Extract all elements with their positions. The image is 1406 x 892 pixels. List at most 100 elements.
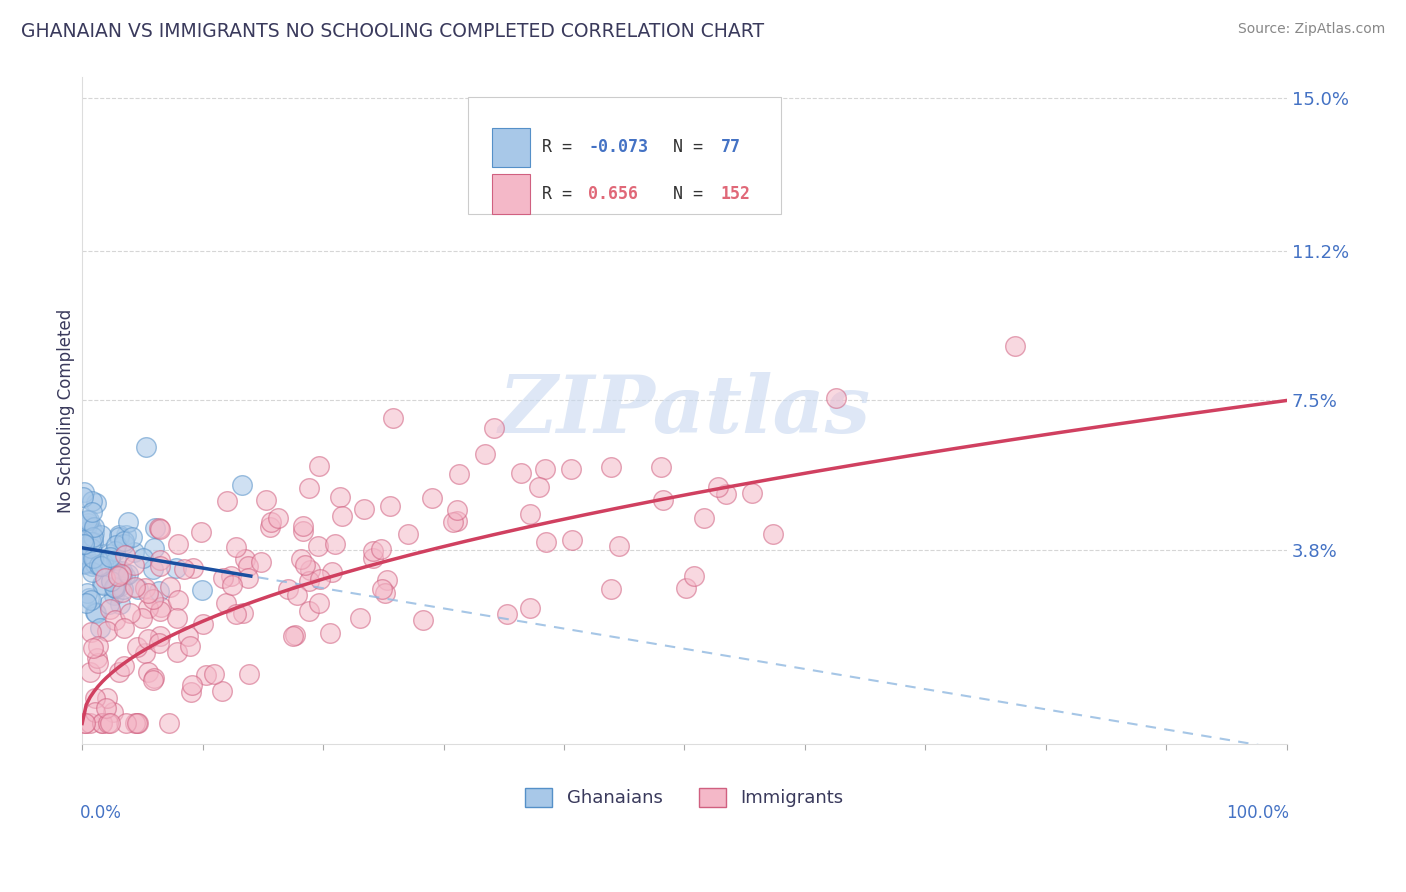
Point xyxy=(361,544,384,558)
Point xyxy=(149,559,172,574)
Text: N =: N = xyxy=(654,185,713,203)
Point xyxy=(741,485,763,500)
Point xyxy=(195,668,218,682)
Point xyxy=(714,486,737,500)
Point xyxy=(83,558,105,572)
Point xyxy=(309,573,332,587)
Point xyxy=(141,562,163,576)
Point xyxy=(142,591,165,606)
Point xyxy=(149,522,172,536)
Point xyxy=(134,581,156,595)
Point xyxy=(114,716,136,731)
Point xyxy=(76,586,98,600)
Point xyxy=(212,571,235,585)
Point xyxy=(112,621,135,635)
Point xyxy=(104,543,127,558)
Point xyxy=(202,667,225,681)
Point xyxy=(80,624,103,639)
Point xyxy=(519,601,541,615)
Point xyxy=(127,582,149,596)
Point xyxy=(72,533,94,548)
Text: R =: R = xyxy=(543,185,582,203)
Point xyxy=(353,502,375,516)
Point xyxy=(250,555,273,569)
Point xyxy=(75,597,97,611)
Point xyxy=(167,593,190,607)
Point xyxy=(1004,339,1026,353)
Point xyxy=(83,525,105,540)
Point xyxy=(73,554,96,568)
Point xyxy=(519,508,541,522)
Point xyxy=(143,671,166,685)
Point xyxy=(87,656,110,670)
FancyBboxPatch shape xyxy=(492,174,530,214)
Point xyxy=(267,511,290,525)
Point xyxy=(166,645,188,659)
Point xyxy=(110,566,132,581)
Point xyxy=(82,534,104,549)
Point xyxy=(104,538,127,552)
Point xyxy=(375,574,398,588)
Text: 0.656: 0.656 xyxy=(588,185,638,203)
Point xyxy=(422,491,444,505)
Point xyxy=(101,706,124,720)
Point xyxy=(527,480,550,494)
Point xyxy=(96,624,118,638)
Point xyxy=(321,566,343,580)
Point xyxy=(73,556,96,570)
Point xyxy=(104,561,127,575)
Point xyxy=(177,629,200,643)
Point xyxy=(474,447,496,461)
Point xyxy=(73,716,96,731)
Point xyxy=(259,515,281,529)
Point xyxy=(84,496,107,510)
Point xyxy=(236,559,259,574)
Point xyxy=(111,585,134,599)
Point xyxy=(124,716,146,731)
Point xyxy=(482,421,505,435)
Point xyxy=(225,607,247,621)
Point xyxy=(136,665,159,679)
Point xyxy=(290,551,312,566)
Point xyxy=(122,558,145,573)
Point xyxy=(97,597,120,611)
Point xyxy=(89,558,111,572)
Text: 152: 152 xyxy=(721,185,751,203)
Point xyxy=(297,574,319,588)
Point xyxy=(166,610,188,624)
Point xyxy=(98,601,121,615)
Point xyxy=(259,520,281,534)
Point xyxy=(76,513,98,527)
Point xyxy=(179,640,201,654)
Point xyxy=(181,678,204,692)
Point xyxy=(148,584,170,599)
Point xyxy=(136,586,159,600)
Point xyxy=(112,658,135,673)
Point xyxy=(446,503,468,517)
Point xyxy=(93,556,115,570)
Point xyxy=(349,610,371,624)
Point xyxy=(79,513,101,527)
Point xyxy=(298,481,321,495)
Point xyxy=(142,673,165,687)
Point xyxy=(536,535,558,549)
Point xyxy=(114,548,136,562)
Point xyxy=(98,716,121,731)
Point xyxy=(118,606,141,620)
Point xyxy=(254,492,277,507)
Point xyxy=(560,462,582,476)
Point xyxy=(80,558,103,573)
Point xyxy=(149,553,172,567)
Point xyxy=(211,683,233,698)
Point xyxy=(111,582,134,596)
Point xyxy=(97,716,120,731)
Point xyxy=(73,716,96,731)
Point xyxy=(134,646,156,660)
Point xyxy=(98,547,121,561)
Point xyxy=(107,569,129,583)
Point xyxy=(91,578,114,592)
Point xyxy=(219,569,242,583)
Point xyxy=(131,611,153,625)
FancyBboxPatch shape xyxy=(492,128,530,167)
Point xyxy=(446,514,468,528)
